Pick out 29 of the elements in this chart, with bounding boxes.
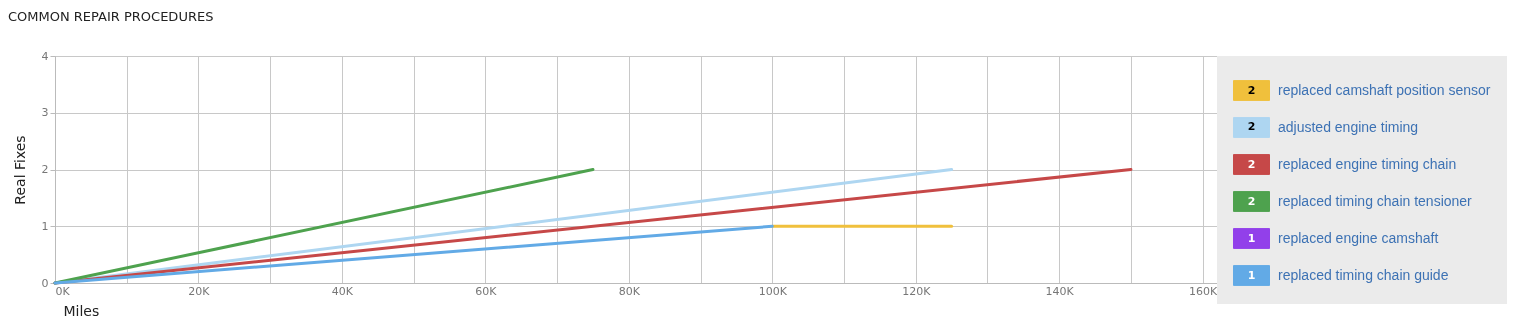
x-tick-label: 0K [55, 284, 71, 298]
text: 2 [1246, 120, 1257, 134]
legend-label: adjusted engine timing [1278, 118, 1419, 135]
y-tick-label: 0 [41, 276, 49, 290]
x-tick-label: 140K [1045, 284, 1075, 298]
x-tick-label: 160K [1189, 284, 1219, 298]
text: 2 [1246, 157, 1257, 171]
text: 1 [1246, 268, 1257, 282]
y-tick-label: 2 [41, 163, 49, 176]
x-axis-title: Miles [63, 302, 100, 319]
x-tick-label: 60K [475, 284, 498, 298]
y-tick-label: 3 [41, 106, 49, 120]
text: 1 [1246, 231, 1257, 245]
y-axis-title: Real Fixes [11, 135, 28, 205]
legend-label: replaced timing chain guide [1278, 266, 1449, 283]
text: 2 [1246, 194, 1257, 208]
text: 2 [1246, 83, 1257, 97]
legend-label: replaced engine camshaft [1278, 229, 1439, 246]
x-tick-label: 80K [618, 284, 641, 298]
x-tick-label: 20K [188, 284, 211, 298]
legend-label: replaced timing chain tensioner [1278, 192, 1473, 209]
chart-title: COMMON REPAIR PROCEDURES [8, 9, 214, 24]
y-tick-label: 4 [41, 49, 49, 63]
legend-label: replaced camshaft position sensor [1278, 81, 1491, 98]
y-tick-label: 1 [41, 219, 49, 233]
x-tick-label: 100K [758, 284, 788, 298]
x-tick-label: 120K [902, 284, 932, 298]
legend-label: replaced engine timing chain [1278, 155, 1457, 172]
x-tick-label: 40K [331, 284, 354, 298]
